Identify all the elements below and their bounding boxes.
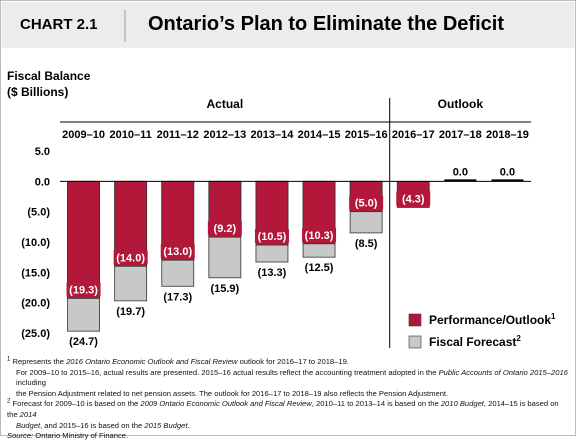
category-label: 2011–12 bbox=[157, 129, 199, 141]
footnote-1-detail-2: the Pension Adjustment related to net pe… bbox=[16, 388, 449, 398]
performance-label-bg bbox=[207, 221, 242, 236]
y-tick-label: (20.0) bbox=[21, 298, 50, 310]
y-tick-label: (25.0) bbox=[21, 328, 50, 340]
performance-label-bg bbox=[396, 191, 431, 206]
performance-label-bg bbox=[349, 195, 384, 210]
footnote-1: 1 Represents the 2016 Ontario Economic O… bbox=[7, 356, 349, 366]
forecast-value-label: (19.7) bbox=[116, 306, 145, 318]
performance-value-label: (5.0) bbox=[355, 198, 378, 210]
performance-value-label: (4.3) bbox=[402, 193, 425, 205]
y-tick-label: 0.0 bbox=[35, 176, 50, 188]
y-tick-label: (5.0) bbox=[27, 207, 50, 219]
footnotes: 1 Represents the 2016 Ontario Economic O… bbox=[7, 356, 569, 442]
performance-value-label: (13.0) bbox=[163, 246, 192, 258]
performance-value-label: (10.3) bbox=[305, 230, 334, 242]
performance-bar bbox=[67, 180, 100, 299]
category-label: 2013–14 bbox=[251, 129, 295, 141]
performance-value-label: 0.0 bbox=[500, 166, 515, 178]
legend-swatch-performance bbox=[408, 313, 422, 327]
chart-number: CHART 2.1 bbox=[20, 16, 98, 33]
y-tick-label: (10.0) bbox=[21, 237, 50, 249]
footnote-2: 2 Forecast for 2009–10 is based on the 2… bbox=[7, 398, 559, 419]
y-axis-label: Fiscal Balance bbox=[7, 69, 91, 83]
forecast-value-label: (12.5) bbox=[305, 262, 334, 274]
performance-label-bg bbox=[113, 250, 148, 265]
performance-value-label: (19.3) bbox=[69, 284, 98, 296]
footnote-2-detail: Budget, and 2015–16 is based on the 2015… bbox=[16, 420, 190, 430]
category-label: 2015–16 bbox=[345, 129, 388, 141]
performance-value-label: (10.5) bbox=[258, 231, 287, 243]
header-divider bbox=[124, 10, 126, 42]
category-label: 2012–13 bbox=[203, 129, 246, 141]
forecast-value-label: (24.7) bbox=[69, 336, 98, 348]
performance-label-bg bbox=[66, 282, 101, 297]
category-label: 2009–10 bbox=[62, 129, 105, 141]
y-tick-label: (15.0) bbox=[21, 267, 50, 279]
chart-header: CHART 2.1 Ontario’s Plan to Eliminate th… bbox=[2, 2, 574, 48]
forecast-value-label: (17.3) bbox=[163, 291, 192, 303]
source-note: Source: Ontario Ministry of Finance. bbox=[7, 431, 129, 441]
legend-swatch-forecast bbox=[408, 335, 422, 349]
category-label: 2010–11 bbox=[110, 129, 152, 141]
forecast-value-label: (15.9) bbox=[210, 283, 239, 295]
category-label: 2018–19 bbox=[486, 129, 529, 141]
performance-label-bg bbox=[302, 227, 337, 242]
forecast-value-label: (13.3) bbox=[258, 267, 287, 279]
y-tick-label: 5.0 bbox=[35, 146, 50, 158]
performance-label-bg bbox=[254, 229, 289, 244]
legend-label-forecast: Fiscal Forecast2 bbox=[429, 334, 521, 349]
y-axis-label-unit: ($ Billions) bbox=[7, 85, 68, 99]
performance-value-label: 0.0 bbox=[453, 166, 468, 178]
forecast-value-label: (8.5) bbox=[355, 238, 378, 250]
performance-value-label: (9.2) bbox=[214, 223, 237, 235]
category-label: 2016–17 bbox=[392, 129, 435, 141]
group-label-actual: Actual bbox=[207, 97, 244, 111]
category-label: 2017–18 bbox=[439, 129, 482, 141]
chart-title: Ontario’s Plan to Eliminate the Deficit bbox=[148, 13, 504, 35]
performance-label-bg bbox=[160, 244, 195, 259]
performance-value-label: (14.0) bbox=[116, 252, 145, 264]
legend-label-performance: Performance/Outlook1 bbox=[429, 312, 556, 327]
footnote-1-detail: For 2009–10 to 2015–16, actual results a… bbox=[16, 367, 568, 388]
category-label: 2014–15 bbox=[298, 129, 341, 141]
group-label-outlook: Outlook bbox=[438, 97, 484, 111]
